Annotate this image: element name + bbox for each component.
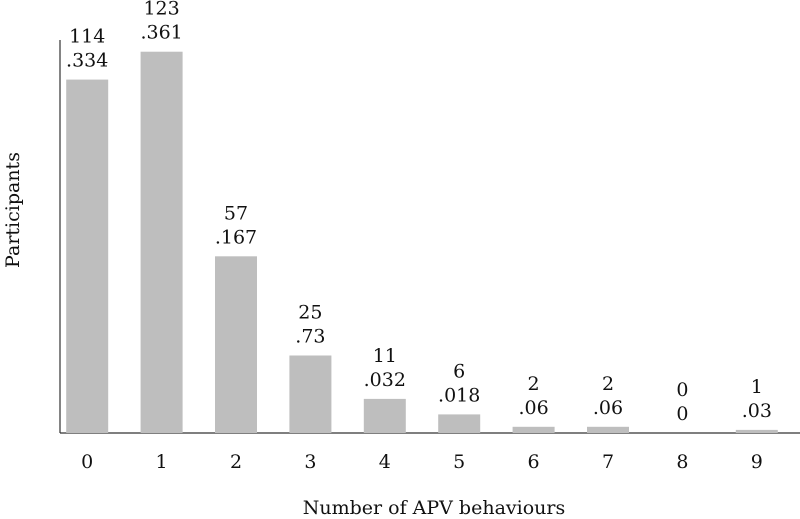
bar: [587, 426, 629, 433]
x-tick-label: 4: [379, 451, 391, 473]
x-tick-label: 2: [230, 451, 242, 473]
x-tick-label: 7: [602, 451, 614, 473]
proportion-label: .018: [438, 384, 480, 406]
proportion-label: 0: [676, 403, 688, 425]
bar: [512, 426, 555, 433]
x-tick-label: 1: [156, 451, 168, 473]
bar: [215, 256, 257, 433]
value-label: 6: [453, 360, 465, 382]
proportion-label: .032: [364, 369, 406, 391]
bar: [363, 398, 406, 433]
x-tick-label: 9: [751, 451, 763, 473]
value-label: 25: [298, 302, 322, 324]
bar: [66, 79, 109, 433]
x-axis-title: Number of APV behaviours: [303, 497, 565, 519]
proportion-label: .334: [66, 50, 108, 72]
value-label: 114: [69, 26, 105, 48]
proportion-label: .73: [295, 326, 325, 348]
bar: [438, 414, 481, 433]
value-label: 11: [373, 345, 397, 367]
bar: [735, 429, 778, 433]
x-tick-label: 0: [81, 451, 93, 473]
value-label: 2: [528, 373, 540, 395]
value-label: 0: [676, 379, 688, 401]
bar: [140, 51, 183, 433]
y-axis-title: Participants: [2, 152, 24, 268]
proportion-label: .03: [742, 400, 772, 422]
proportion-label: .06: [518, 397, 548, 419]
proportion-label: .167: [215, 226, 257, 248]
proportion-label: .06: [593, 397, 623, 419]
value-label: 123: [143, 0, 179, 20]
value-label: 2: [602, 373, 614, 395]
x-tick-label: 8: [676, 451, 688, 473]
x-tick-label: 6: [528, 451, 540, 473]
proportion-label: .361: [140, 22, 182, 44]
bar: [289, 355, 332, 433]
x-tick-label: 5: [453, 451, 465, 473]
value-label: 1: [751, 376, 763, 398]
value-label: 57: [224, 202, 248, 224]
x-tick-label: 3: [304, 451, 316, 473]
